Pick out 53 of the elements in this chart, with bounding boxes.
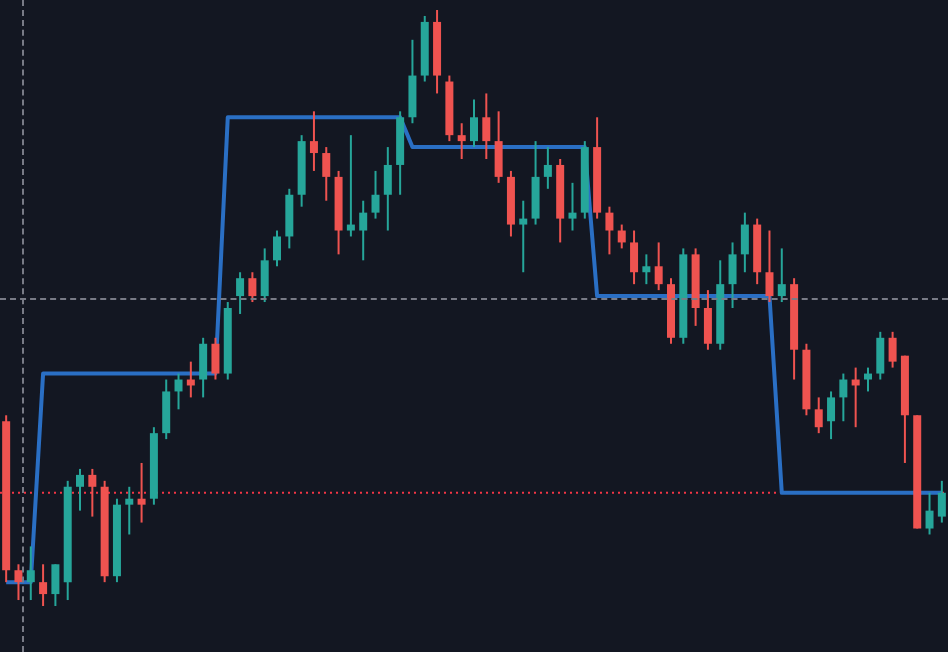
candlestick	[642, 253, 651, 286]
candlestick	[408, 38, 417, 125]
candlestick	[396, 110, 405, 196]
candlestick	[617, 223, 626, 250]
candlestick	[839, 372, 848, 423]
candlestick	[753, 217, 762, 286]
candlestick	[630, 229, 639, 286]
candlestick	[285, 187, 294, 250]
candlestick	[309, 110, 318, 172]
candlestick	[211, 336, 220, 381]
candlestick	[14, 563, 23, 602]
candlestick	[88, 467, 97, 518]
candlestick	[162, 378, 171, 441]
candlestick	[248, 271, 257, 304]
candlestick	[814, 396, 823, 435]
candlestick	[273, 229, 282, 268]
candlestick	[359, 199, 368, 262]
candlestick	[39, 563, 48, 607]
candlestick	[519, 199, 528, 274]
candlestick	[568, 181, 577, 232]
candlestick	[888, 330, 897, 369]
candlestick	[827, 390, 836, 441]
candlestick	[506, 169, 515, 238]
candlestick	[371, 169, 380, 220]
candlestick	[605, 205, 614, 256]
candlestick	[777, 247, 786, 304]
candlestick	[199, 336, 208, 399]
candlestick	[26, 545, 35, 602]
candlestick	[457, 122, 466, 160]
candlestick	[125, 485, 134, 536]
candlestick	[470, 98, 478, 149]
candlestick	[728, 241, 737, 309]
candlestick	[383, 146, 392, 232]
candlestick	[260, 247, 269, 304]
candlestick	[740, 211, 749, 274]
candlestick	[925, 491, 934, 536]
candlestick	[531, 140, 540, 226]
candlestick	[876, 330, 885, 381]
candlestick	[137, 461, 146, 524]
candlestick	[51, 563, 60, 607]
candlestick	[494, 110, 503, 184]
candlestick	[346, 134, 355, 238]
candlestick	[654, 241, 663, 292]
candlestick	[174, 372, 183, 411]
candlestick	[703, 289, 712, 351]
candlestick	[482, 92, 491, 160]
candlestick	[543, 146, 552, 190]
candlestick	[863, 366, 872, 393]
candlestick	[765, 229, 774, 304]
candlestick	[236, 271, 245, 315]
candlestick	[322, 146, 331, 202]
candlestick	[76, 467, 85, 512]
candlestick	[937, 479, 946, 524]
